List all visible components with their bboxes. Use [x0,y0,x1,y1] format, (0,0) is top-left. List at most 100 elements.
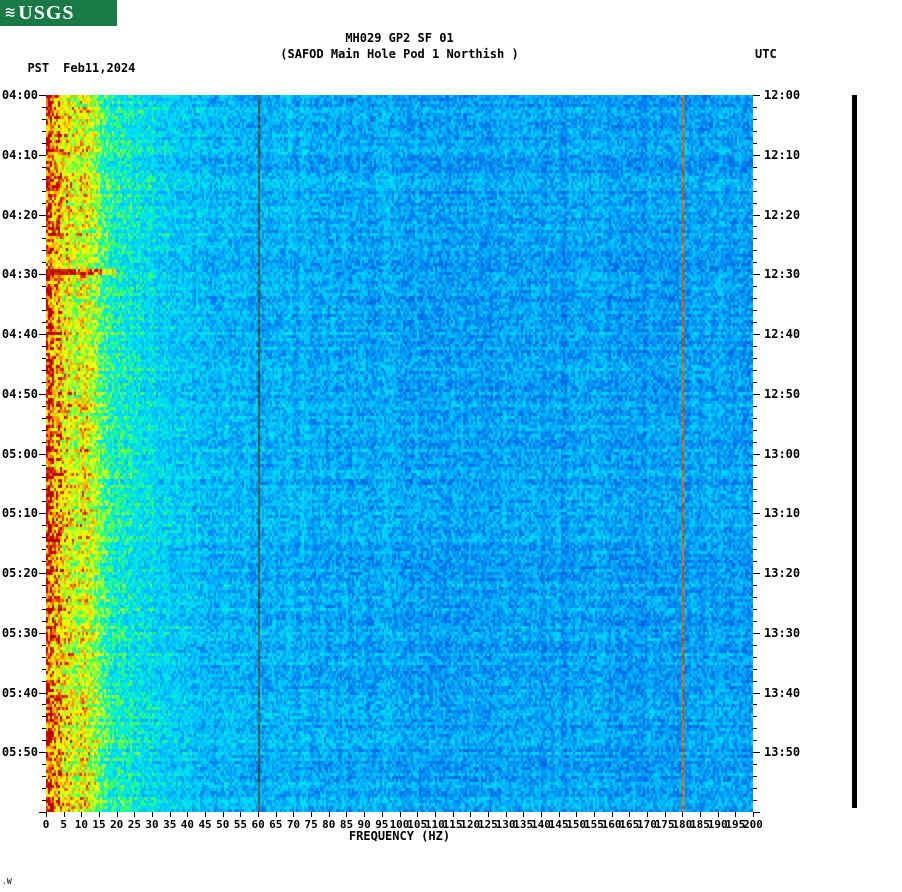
frequency-axis-tick [381,812,383,817]
left-axis-tick [42,178,46,180]
frequency-axis-tick [593,812,595,817]
right-axis-tick [753,644,757,646]
frequency-tick-label: 130 [495,818,516,831]
left-axis-tick [39,154,46,156]
left-axis-tick [42,561,46,563]
plot-title: MH029 GP2 SF 01 [345,31,454,45]
right-axis-tick [753,501,757,503]
right-axis-tick [753,429,757,431]
frequency-tick-label: 55 [233,818,248,831]
frequency-axis-tick [735,812,737,817]
right-axis-tick [753,740,757,742]
frequency-tick-label: 170 [637,818,657,831]
frequency-tick-label: 95 [375,818,389,831]
usgs-logo: ≋ USGS [0,0,117,26]
frequency-tick-label: 120 [460,818,481,831]
left-axis-tick [42,740,46,742]
right-axis-tick [753,668,757,670]
left-axis-tick [39,95,46,96]
frequency-axis-tick [753,812,754,817]
frequency-axis-tick [99,812,101,817]
right-axis-tick [753,393,760,395]
left-axis-tick [42,668,46,670]
frequency-axis-tick [311,812,313,817]
frequency-tick-label: 20 [110,818,124,831]
right-axis-tick [753,776,757,778]
right-axis-tick [753,286,757,288]
right-time-tick-label: 12:00 [764,88,801,102]
left-axis-tick [42,716,46,718]
right-axis-tick [753,537,757,539]
right-axis-tick [753,788,757,790]
left-axis-tick [42,381,46,383]
frequency-tick-label: 90 [357,818,371,831]
left-axis-tick [42,620,46,622]
right-axis-tick [753,441,757,443]
frequency-tick-label: 195 [725,818,746,831]
left-axis-tick [39,214,46,216]
frequency-axis-tick [46,812,47,817]
right-time-tick-label: 13:40 [764,685,801,700]
frequency-axis-tick [505,812,507,817]
left-axis-tick [42,190,46,192]
frequency-tick-label: 155 [583,818,604,831]
right-axis-tick [753,477,757,479]
right-axis-tick [753,620,757,622]
frequency-tick-label: 80 [322,818,336,831]
right-axis-tick [753,106,757,108]
left-axis-tick [42,405,46,407]
frequency-axis-tick [328,812,330,817]
frequency-axis-tick [116,812,118,817]
right-axis-tick [753,465,757,467]
right-axis-tick [753,513,760,515]
left-axis-tick [42,596,46,598]
left-header: PST Feb11,2024 [13,47,135,75]
right-axis-tick [753,250,757,252]
right-axis-tick [753,764,757,766]
spectrogram-canvas [46,95,753,812]
left-time-tick-label: 04:50 [1,386,38,401]
frequency-tick-label: 50 [216,818,230,831]
left-axis-tick [39,632,46,634]
frequency-axis-tick [205,812,207,817]
left-axis-tick [42,584,46,586]
left-axis-tick [42,644,46,646]
frequency-axis-tick [275,812,277,817]
right-axis-tick [753,453,760,455]
left-axis-tick [42,238,46,240]
right-axis-tick [753,596,757,598]
right-time-tick-label: 13:10 [764,506,801,521]
left-time-tick-label: 04:30 [1,267,38,282]
right-axis-tick [753,608,757,610]
frequency-axis-tick [470,812,472,817]
right-axis-tick [753,226,757,228]
date-label: Feb11,2024 [63,61,136,75]
frequency-tick-label: 45 [198,818,212,831]
frequency-axis-tick [187,812,189,817]
frequency-tick-label: 25 [127,818,141,831]
right-axis-tick [753,704,757,706]
right-axis-tick [753,310,757,312]
frequency-axis-tick [258,812,260,817]
left-axis-tick [42,226,46,228]
frequency-tick-label: 150 [566,818,587,831]
left-axis-tick [39,513,46,515]
right-axis-tick [753,369,757,371]
right-scale-bar [852,95,857,808]
frequency-tick-label: 125 [477,818,498,831]
left-time-tick-label: 05:50 [1,745,38,760]
frequency-tick-label: 35 [163,818,177,831]
left-axis-tick [42,345,46,347]
frequency-axis-tick [222,812,224,817]
left-axis-tick [42,106,46,108]
right-axis-tick [753,322,757,324]
right-time-tick-label: 12:10 [764,147,801,162]
left-axis-tick [39,573,46,574]
left-time-tick-label: 04:10 [1,147,38,162]
left-axis-tick [39,812,46,813]
right-time-axis: 12:00 12:10 12:20 12:30 12:40 12:50 13:00 13:10… [753,89,843,813]
right-axis-tick [753,812,760,813]
plot-subtitle: (SAFOD Main Hole Pod 1 Northish ) [280,47,519,61]
frequency-axis-tick [629,812,631,817]
usgs-wave-icon: ≋ [5,2,16,23]
